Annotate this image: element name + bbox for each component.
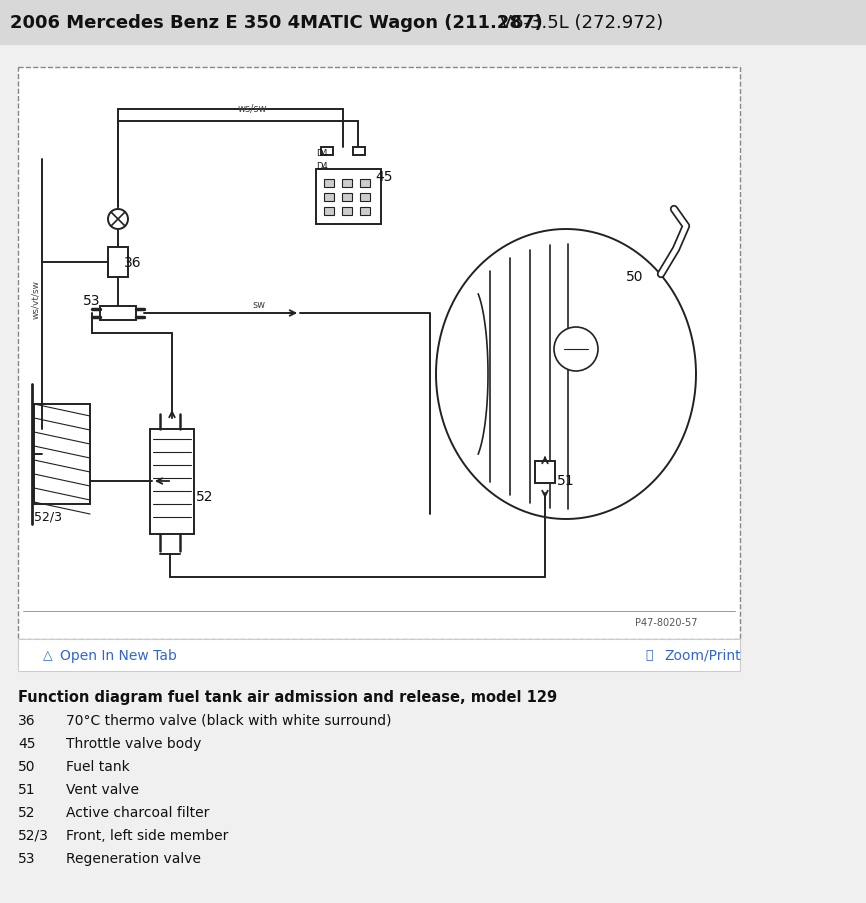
Text: Throttle valve body: Throttle valve body bbox=[66, 736, 202, 750]
Text: D4: D4 bbox=[316, 149, 327, 158]
Bar bbox=[0, 0, 866, 46]
Text: 53: 53 bbox=[18, 851, 36, 865]
Bar bbox=[353, 148, 365, 156]
Bar bbox=[324, 180, 334, 188]
Text: D4: D4 bbox=[316, 162, 327, 171]
Text: 52: 52 bbox=[196, 489, 214, 504]
Text: Regeneration valve: Regeneration valve bbox=[66, 851, 201, 865]
Text: 70°C thermo valve (black with white surround): 70°C thermo valve (black with white surr… bbox=[66, 713, 391, 727]
Text: 50: 50 bbox=[626, 270, 643, 284]
Bar bbox=[108, 247, 128, 278]
Bar bbox=[324, 194, 334, 201]
Bar bbox=[324, 208, 334, 216]
Text: Zoom/Print: Zoom/Print bbox=[664, 648, 740, 662]
Text: 52/3: 52/3 bbox=[18, 828, 48, 842]
Text: 36: 36 bbox=[18, 713, 36, 727]
Text: 51: 51 bbox=[557, 473, 575, 488]
Text: 🔍: 🔍 bbox=[645, 648, 652, 662]
Bar bbox=[316, 170, 381, 225]
Bar bbox=[150, 430, 194, 535]
Text: Fuel tank: Fuel tank bbox=[66, 759, 130, 773]
Text: V6-3.5L (272.972): V6-3.5L (272.972) bbox=[494, 14, 663, 32]
Text: 45: 45 bbox=[18, 736, 36, 750]
Bar bbox=[100, 307, 136, 321]
Text: ws/sw: ws/sw bbox=[238, 104, 268, 114]
Bar bbox=[342, 180, 352, 188]
Text: 50: 50 bbox=[18, 759, 36, 773]
Text: Active charcoal filter: Active charcoal filter bbox=[66, 805, 210, 819]
Text: Front, left side member: Front, left side member bbox=[66, 828, 229, 842]
Text: Function diagram fuel tank air admission and release, model 129: Function diagram fuel tank air admission… bbox=[18, 689, 557, 704]
Bar bbox=[360, 208, 370, 216]
Bar bbox=[360, 180, 370, 188]
Text: sw: sw bbox=[252, 300, 265, 310]
Bar bbox=[342, 194, 352, 201]
Circle shape bbox=[554, 328, 598, 372]
Text: 45: 45 bbox=[375, 170, 392, 184]
Text: 52/3: 52/3 bbox=[34, 510, 62, 524]
Circle shape bbox=[108, 209, 128, 229]
Text: Vent valve: Vent valve bbox=[66, 782, 139, 796]
Bar bbox=[34, 405, 90, 505]
Text: 36: 36 bbox=[124, 256, 142, 270]
Text: 53: 53 bbox=[83, 293, 100, 308]
Bar bbox=[342, 208, 352, 216]
Polygon shape bbox=[436, 229, 696, 519]
Bar bbox=[18, 68, 740, 639]
Bar bbox=[321, 148, 333, 156]
Bar bbox=[360, 194, 370, 201]
Text: Open In New Tab: Open In New Tab bbox=[60, 648, 177, 662]
Text: 2006 Mercedes Benz E 350 4MATIC Wagon (211.287): 2006 Mercedes Benz E 350 4MATIC Wagon (2… bbox=[10, 14, 543, 32]
Text: P47-8020-57: P47-8020-57 bbox=[635, 618, 697, 628]
Text: 52: 52 bbox=[18, 805, 36, 819]
Bar bbox=[18, 639, 740, 671]
Text: ws/vt/sw: ws/vt/sw bbox=[31, 280, 41, 319]
Text: 51: 51 bbox=[18, 782, 36, 796]
Bar bbox=[535, 461, 555, 483]
Text: △: △ bbox=[43, 648, 53, 662]
